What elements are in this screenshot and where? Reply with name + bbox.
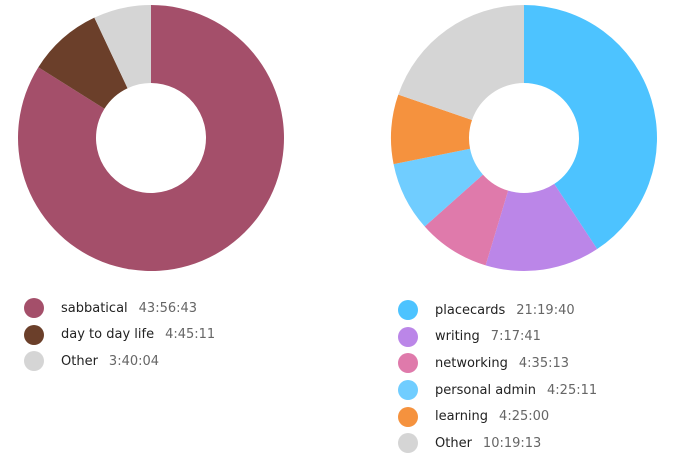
legend-label: learning [435,409,489,425]
legend-value: 4:25:00 [499,409,550,425]
legend-swatch [398,433,418,454]
legend-label: Other [435,435,472,451]
slice-left-sabbatical [18,5,284,272]
legend-value: 4:35:13 [518,355,570,371]
legend-left: sabbatical 43:56:43 day to day life 4:45:11… [24,295,215,375]
legend-swatch [398,406,418,427]
legend-item-personal-admin: personal admin 4:25:11 [398,377,597,404]
legend-swatch [398,380,418,401]
slice-right-placecards [524,5,657,250]
slice-left-day-to-day-life [38,17,128,109]
legend-right: placecards 21:19:40 writing 7:17:41 networki… [398,297,597,457]
legend-value: 7:17:41 [490,329,541,345]
legend-item-networking: networking 4:35:13 [398,350,597,377]
legend-item-learning: learning 4:25:00 [398,403,597,430]
slice-right-other [398,5,524,121]
legend-value: 10:19:13 [482,435,542,451]
slice-right-personal-admin [393,148,483,227]
legend-label: placecards [435,302,506,318]
legend-label: personal admin [435,382,537,398]
legend-swatch [398,326,418,347]
legend-item-writing: writing 7:17:41 [398,324,597,351]
legend-item-placecards: placecards 21:19:40 [398,297,597,324]
legend-value: 3:40:04 [108,353,160,369]
legend-swatch [24,351,44,372]
donut-chart-right [391,5,657,271]
legend-label: day to day life [61,327,155,343]
legend-label: writing [435,329,480,345]
legend-value: 21:19:40 [516,302,575,318]
legend-label: sabbatical [61,300,128,316]
legend-swatch [398,300,418,321]
slice-right-learning [391,94,473,165]
legend-item-other: Other 10:19:13 [398,430,597,457]
legend-value: 4:45:11 [165,327,216,343]
legend-value: 4:25:11 [547,382,598,398]
donut-chart-left [18,5,284,272]
legend-label: Other [61,353,98,369]
legend-item-other: Other 3:40:04 [24,348,215,375]
slice-right-networking [424,174,509,266]
legend-label: networking [435,355,508,371]
legend-swatch [24,324,44,345]
legend-item-sabbatical: sabbatical 43:56:43 [24,295,215,322]
slice-left-other [94,5,151,89]
legend-value: 43:56:43 [138,300,198,316]
slice-right-writing [485,183,598,271]
legend-swatch [398,353,418,374]
legend-item-day-to-day-life: day to day life 4:45:11 [24,322,215,349]
legend-swatch [24,298,44,319]
